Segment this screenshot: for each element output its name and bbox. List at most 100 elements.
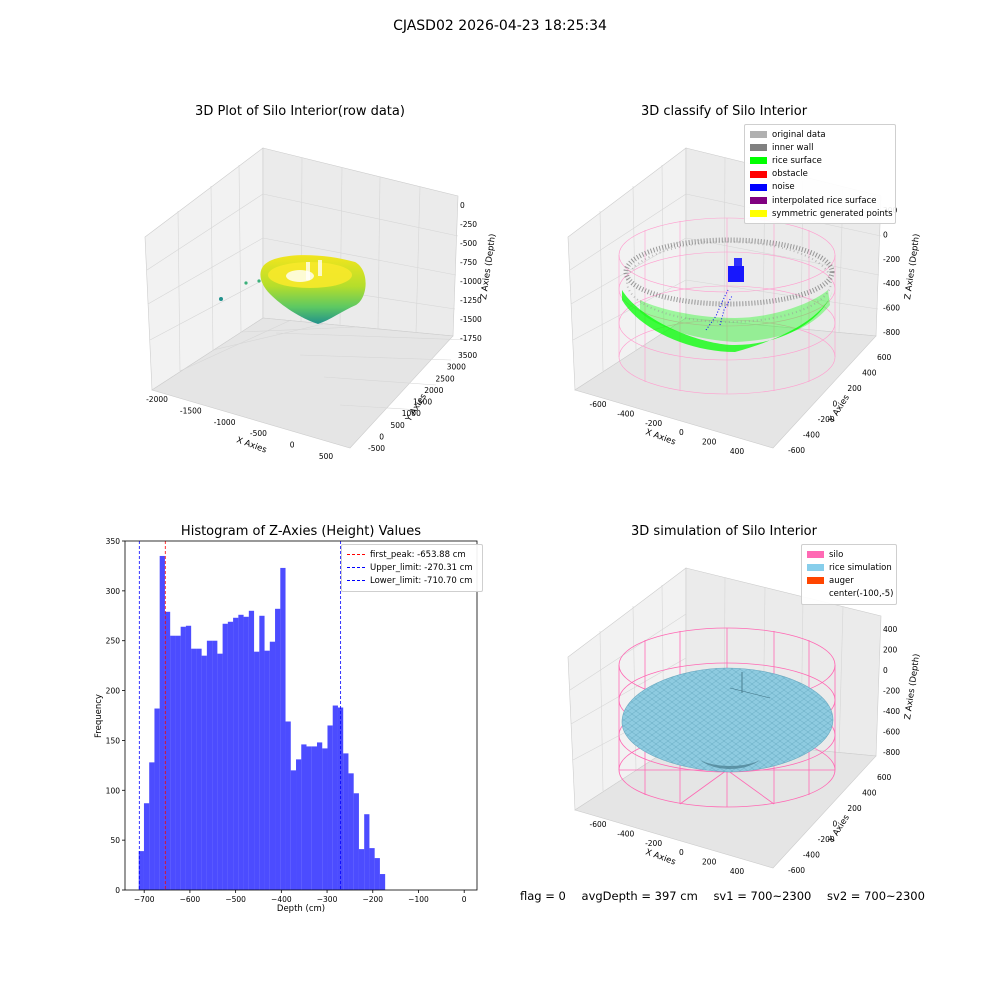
y-tick-label: 600 — [877, 353, 892, 362]
x-tick-label: 0 — [290, 441, 295, 450]
y-tick-label: -400 — [803, 851, 820, 860]
x-tick-label: -1000 — [214, 418, 236, 427]
y-tick-label: 200 — [847, 804, 862, 813]
y-tick-label: 2000 — [424, 386, 443, 395]
panel4-x-axis-label: X Axies — [644, 847, 677, 867]
y-tick-label: 400 — [862, 789, 877, 798]
y-tick-label: 1500 — [413, 398, 432, 407]
panel4-title: 3D simulation of Silo Interior — [631, 524, 817, 539]
panel3-title: Histogram of Z-Axies (Height) Values — [180, 524, 422, 539]
histogram-bar — [248, 610, 255, 890]
y-tick-label: 100 — [106, 786, 121, 795]
legend-swatch — [750, 157, 767, 165]
panel4-z-ticks: 400 200 0 -200 -400 -600 -800 — [883, 625, 900, 757]
legend-item-auger: auger — [807, 574, 891, 587]
histogram-bar — [379, 874, 386, 890]
panel4-y-axis-label: Y Axies — [827, 813, 853, 846]
panel4-legend: silo rice simulation auger center(-100,-… — [801, 544, 897, 605]
avg-depth-text: avgDepth = 397 cm — [581, 889, 698, 903]
legend-label: inner wall — [772, 142, 814, 153]
z-tick-label: -1750 — [460, 334, 482, 343]
x-tick-label: -400 — [617, 409, 634, 418]
histogram-bar — [243, 616, 249, 890]
x-tick-label: -600 — [589, 820, 606, 829]
y-tick-label: 2500 — [436, 374, 455, 383]
y-tick-label: 0 — [115, 886, 120, 895]
histogram-bar — [264, 650, 270, 890]
x-tick-label: −400 — [271, 895, 292, 904]
histogram-bar — [185, 625, 192, 890]
panel2-rice-surface-points — [622, 290, 832, 352]
y-tick-label: -600 — [788, 446, 805, 455]
legend-item-first-peak: first_peak: -653.88 cm — [347, 548, 477, 561]
legend-label: original data — [772, 129, 826, 140]
x-tick-label: 0 — [679, 428, 684, 437]
x-tick-label: 500 — [319, 452, 334, 461]
panel2-silo-wireframe — [618, 217, 836, 395]
status-footer: flag = 0 avgDepth = 397 cm sv1 = 700~230… — [520, 889, 937, 903]
x-tick-label: 400 — [730, 867, 745, 876]
histogram-bar — [306, 746, 312, 890]
z-tick-label: -800 — [883, 328, 900, 337]
z-tick-label: -400 — [883, 707, 900, 716]
legend-label: auger — [829, 575, 854, 586]
histogram-bar — [180, 626, 186, 890]
legend-swatch — [750, 183, 767, 191]
histogram-bar — [191, 648, 197, 890]
panel1-outlier-point — [244, 281, 248, 285]
z-tick-label: 0 — [460, 201, 465, 210]
legend-line-marker — [347, 580, 365, 582]
z-tick-label: -500 — [460, 239, 477, 248]
panel1-outlier-point — [219, 297, 223, 301]
x-tick-label: −700 — [134, 895, 155, 904]
panel4-z-axis-label: Z Axies (Depth) — [903, 653, 922, 720]
legend-label: Lower_limit: -710.70 cm — [370, 575, 473, 586]
histogram-x-ticks: −700 −600 −500 −400 −300 −200 −100 0 — [134, 890, 467, 904]
legend-label: Upper_limit: -270.31 cm — [370, 562, 473, 573]
panel1-point-cloud — [219, 255, 366, 324]
histogram-bar — [332, 705, 338, 890]
x-tick-label: -200 — [645, 419, 662, 428]
histogram-bar — [316, 742, 323, 890]
x-tick-label: -200 — [645, 839, 662, 848]
histogram-bar — [327, 725, 333, 890]
legend-item-symmetric-generated-points: symmetric generated points — [750, 207, 893, 220]
histogram-bar — [322, 748, 328, 890]
z-tick-label: -200 — [883, 255, 900, 264]
x-tick-label: −100 — [408, 895, 429, 904]
y-tick-label: -200 — [818, 835, 835, 844]
histogram-bar — [170, 635, 176, 890]
flag-text: flag = 0 — [520, 889, 566, 903]
histogram-bar — [175, 635, 181, 890]
panel2-noise-points — [705, 258, 744, 331]
z-tick-label: -1000 — [460, 277, 482, 286]
legend-line-marker — [347, 567, 365, 569]
legend-item-inner-wall: inner wall — [750, 141, 890, 154]
legend-item-noise: noise — [750, 181, 890, 194]
z-tick-label: -600 — [883, 728, 900, 737]
histogram-bar — [285, 721, 291, 890]
z-tick-label: -600 — [883, 304, 900, 313]
legend-item-rice-simulation: rice simulation — [807, 561, 892, 574]
sv2-text: sv2 = 700~2300 — [827, 889, 925, 903]
x-tick-label: -1500 — [180, 406, 202, 415]
y-tick-label: 0 — [833, 820, 838, 829]
histogram-bar — [369, 848, 375, 890]
panel2-title: 3D classify of Silo Interior — [640, 104, 808, 119]
panel1-outlier-point — [257, 279, 261, 283]
histogram-bars — [138, 555, 386, 890]
histogram-bar — [138, 851, 144, 890]
histogram-y-ticks: 0 50 100 150 200 250 300 350 — [106, 537, 125, 895]
legend-swatch — [807, 577, 824, 585]
histogram-bar — [353, 793, 359, 890]
x-tick-label: 400 — [730, 447, 745, 456]
panel4-auger — [729, 672, 771, 699]
legend-swatch — [807, 591, 824, 598]
histogram-bar — [201, 655, 207, 890]
histogram-bar — [238, 614, 244, 890]
z-tick-label: -400 — [883, 279, 900, 288]
histogram-bar — [275, 608, 281, 890]
legend-label: rice simulation — [829, 562, 892, 573]
